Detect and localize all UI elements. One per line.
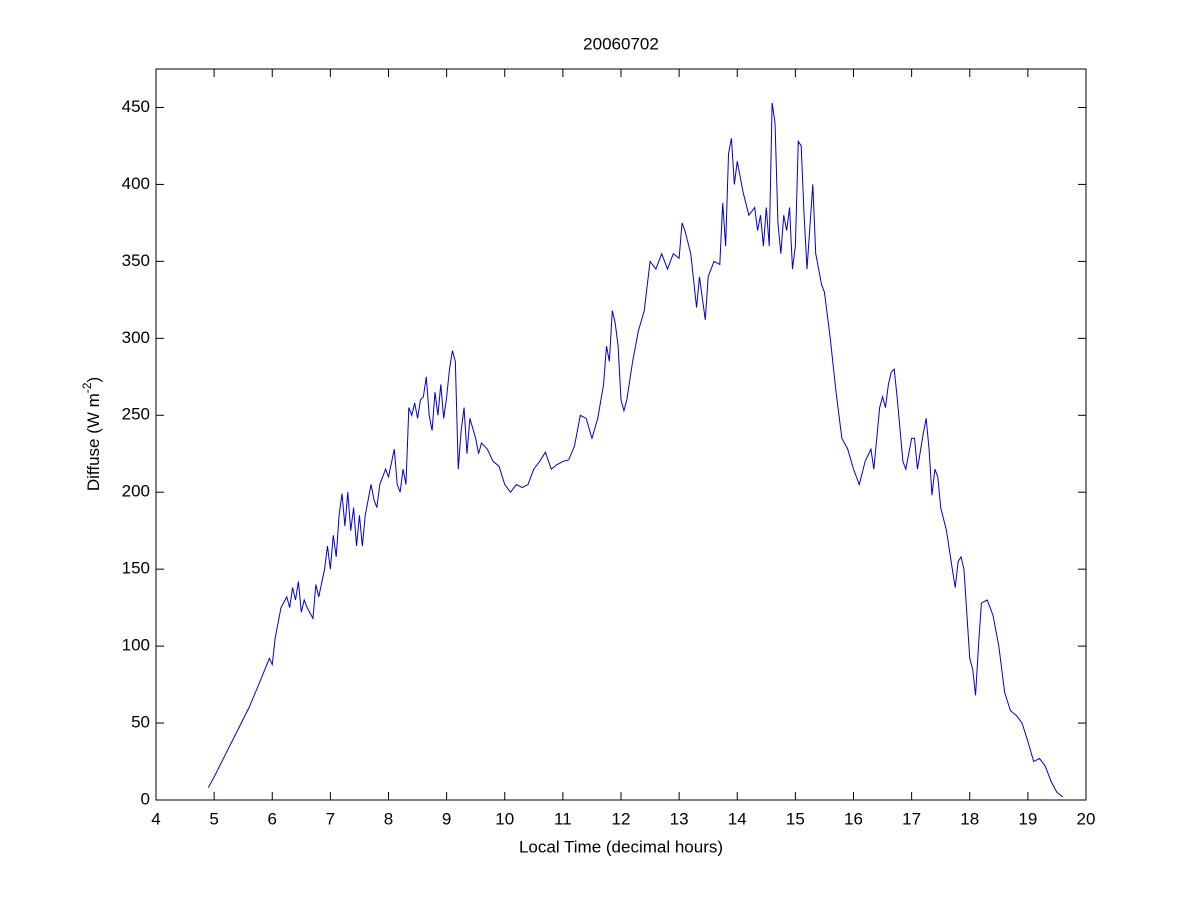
y-tick-label: 300 [122, 328, 150, 347]
y-tick-label: 350 [122, 251, 150, 270]
y-axis-label: Diffuse (W m-2) [80, 377, 103, 491]
x-tick-label: 10 [495, 809, 514, 828]
x-tick-label: 15 [786, 809, 805, 828]
y-tick-label: 400 [122, 174, 150, 193]
x-tick-label: 19 [1018, 809, 1037, 828]
y-label-sup: -2 [80, 382, 94, 393]
x-tick-label: 6 [268, 809, 277, 828]
y-tick-label: 250 [122, 405, 150, 424]
y-tick-label: 100 [122, 636, 150, 655]
x-tick-label: 14 [728, 809, 747, 828]
x-tick-label: 8 [384, 809, 393, 828]
y-tick-label: 200 [122, 482, 150, 501]
x-tick-label: 11 [554, 809, 572, 828]
data-line [207, 102, 1064, 798]
y-tick-label: 50 [131, 713, 150, 732]
y-tick-label: 450 [122, 97, 150, 116]
x-tick-label: 7 [326, 809, 335, 828]
y-tick-label: 150 [122, 559, 150, 578]
x-tick-label: 16 [844, 809, 863, 828]
x-tick-label: 9 [442, 809, 451, 828]
y-tick-label: 0 [141, 789, 150, 808]
y-label-text: Diffuse (W m [84, 393, 103, 491]
x-tick-label: 17 [902, 809, 921, 828]
x-axis-label: Local Time (decimal hours) [519, 837, 723, 856]
x-tick-label: 18 [960, 809, 979, 828]
x-tick-label: 20 [1077, 809, 1096, 828]
x-tick-label: 12 [612, 809, 631, 828]
y-label-end: ) [84, 377, 103, 383]
x-tick-label: 5 [209, 809, 218, 828]
chart-title: 20060702 [583, 34, 659, 53]
x-tick-label: 13 [670, 809, 689, 828]
x-tick-label: 4 [151, 809, 160, 828]
